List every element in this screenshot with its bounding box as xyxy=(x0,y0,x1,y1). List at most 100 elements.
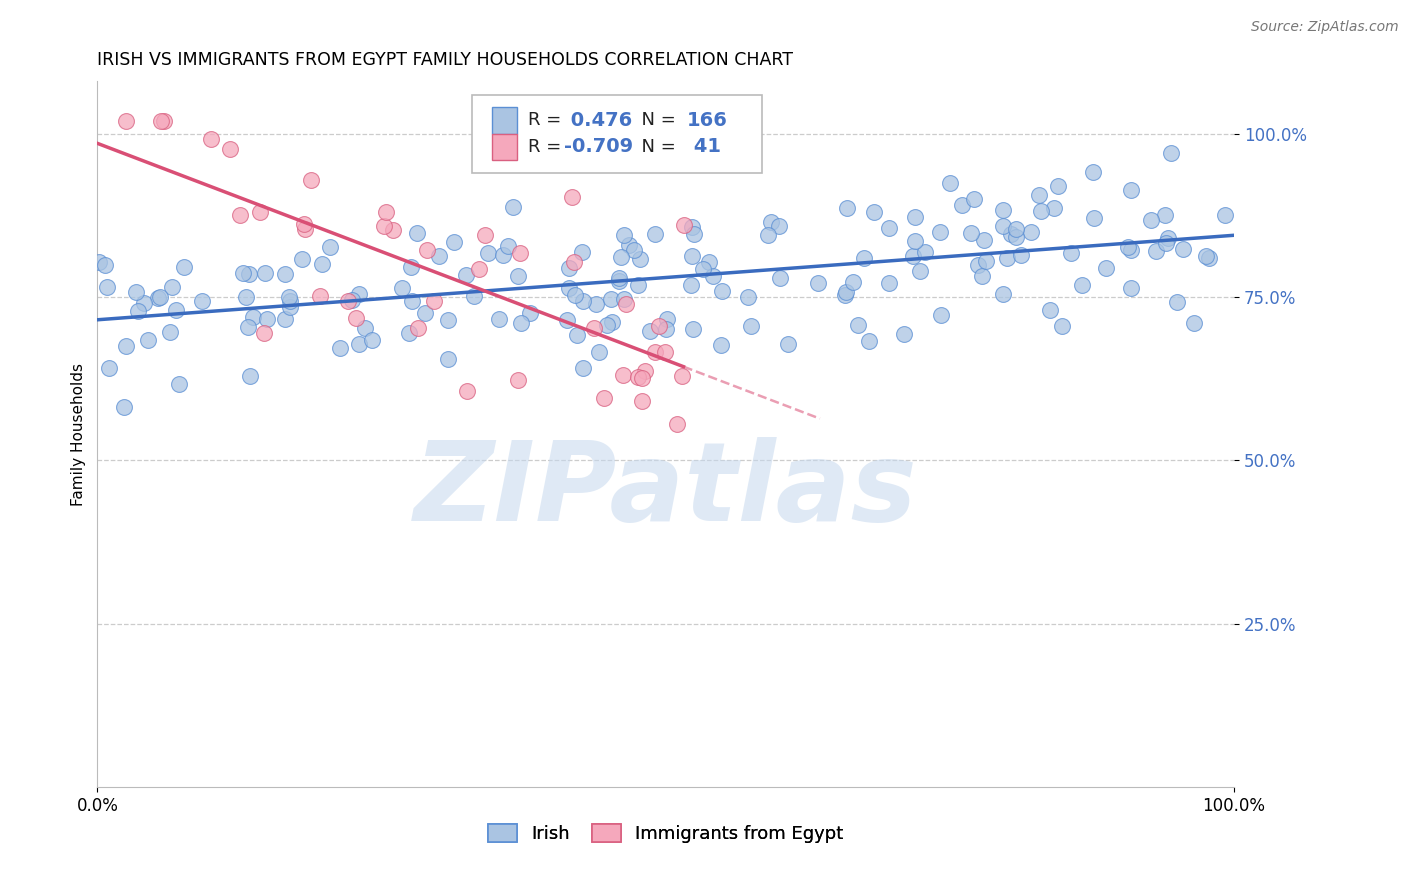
Point xyxy=(456,384,478,399)
Point xyxy=(1050,318,1073,333)
Point xyxy=(682,322,704,336)
Legend: Irish, Immigrants from Egypt: Irish, Immigrants from Egypt xyxy=(481,817,851,850)
Point xyxy=(1153,208,1175,222)
Point xyxy=(1060,246,1083,260)
Text: R =: R = xyxy=(529,138,567,156)
Point xyxy=(1195,249,1218,263)
Point xyxy=(711,284,734,298)
Point xyxy=(509,245,531,260)
Point xyxy=(991,286,1014,301)
Point xyxy=(98,361,121,376)
Point xyxy=(858,334,880,348)
Point xyxy=(149,290,172,304)
Point xyxy=(991,202,1014,217)
Point xyxy=(443,235,465,250)
Point xyxy=(877,276,900,290)
Point xyxy=(229,208,252,222)
Point xyxy=(492,248,515,262)
FancyBboxPatch shape xyxy=(492,107,517,134)
Point xyxy=(862,205,884,219)
Point xyxy=(564,287,586,301)
Point xyxy=(253,266,276,280)
Point xyxy=(627,278,650,293)
Point xyxy=(928,225,950,239)
Point xyxy=(1144,244,1167,259)
Point xyxy=(427,249,450,263)
Text: 0.476: 0.476 xyxy=(564,111,633,129)
Point xyxy=(159,325,181,339)
Point xyxy=(299,172,322,186)
Point xyxy=(274,311,297,326)
Point xyxy=(1042,201,1064,215)
Point xyxy=(567,328,589,343)
Point xyxy=(278,293,301,308)
Point xyxy=(349,337,371,351)
Point xyxy=(114,338,136,352)
Point xyxy=(756,228,779,243)
Point xyxy=(607,271,630,285)
Point xyxy=(778,337,800,351)
Point xyxy=(423,294,446,309)
Point xyxy=(311,257,333,271)
Point xyxy=(235,290,257,304)
Point xyxy=(239,369,262,384)
Point xyxy=(127,304,149,318)
Point xyxy=(232,266,254,280)
Point xyxy=(336,294,359,309)
Point xyxy=(508,269,530,284)
Point xyxy=(682,227,704,242)
Point xyxy=(115,113,138,128)
Point xyxy=(835,285,858,300)
Point xyxy=(740,319,762,334)
Point xyxy=(308,289,330,303)
Point xyxy=(416,244,439,258)
Point xyxy=(666,417,689,432)
Point xyxy=(585,297,607,311)
Text: IRISH VS IMMIGRANTS FROM EGYPT FAMILY HOUSEHOLDS CORRELATION CHART: IRISH VS IMMIGRANTS FROM EGYPT FAMILY HO… xyxy=(97,51,793,69)
Point xyxy=(399,260,422,275)
Point xyxy=(1182,316,1205,330)
Point xyxy=(595,318,617,333)
Point xyxy=(256,312,278,326)
Point xyxy=(319,240,342,254)
Point xyxy=(152,113,174,128)
Text: -0.709: -0.709 xyxy=(564,137,634,156)
Point xyxy=(702,269,724,284)
Point xyxy=(991,219,1014,233)
Point xyxy=(654,345,676,359)
Point xyxy=(1160,146,1182,161)
Point xyxy=(834,288,856,302)
Point xyxy=(967,259,990,273)
Text: N =: N = xyxy=(630,138,682,156)
Point xyxy=(835,201,858,215)
Point xyxy=(960,226,983,240)
Point xyxy=(901,249,924,263)
Point xyxy=(558,281,581,295)
Point xyxy=(628,252,651,266)
Point xyxy=(681,249,703,263)
Point xyxy=(623,243,645,257)
Point xyxy=(638,324,661,338)
Point xyxy=(634,364,657,378)
Point xyxy=(607,274,630,288)
Point xyxy=(970,268,993,283)
Point xyxy=(671,369,693,384)
Point xyxy=(588,345,610,359)
Point xyxy=(249,205,271,219)
Point xyxy=(238,267,260,281)
Point xyxy=(644,345,666,359)
Point xyxy=(631,394,654,409)
Point xyxy=(613,292,636,306)
Point xyxy=(136,333,159,347)
Point xyxy=(132,295,155,310)
Point xyxy=(582,320,605,334)
Point xyxy=(644,227,666,241)
Point xyxy=(165,302,187,317)
Point xyxy=(1000,227,1022,242)
Point xyxy=(474,228,496,243)
Text: Source: ZipAtlas.com: Source: ZipAtlas.com xyxy=(1251,20,1399,34)
Point xyxy=(273,267,295,281)
Point xyxy=(191,294,214,309)
Point xyxy=(1139,212,1161,227)
Point xyxy=(681,219,703,234)
